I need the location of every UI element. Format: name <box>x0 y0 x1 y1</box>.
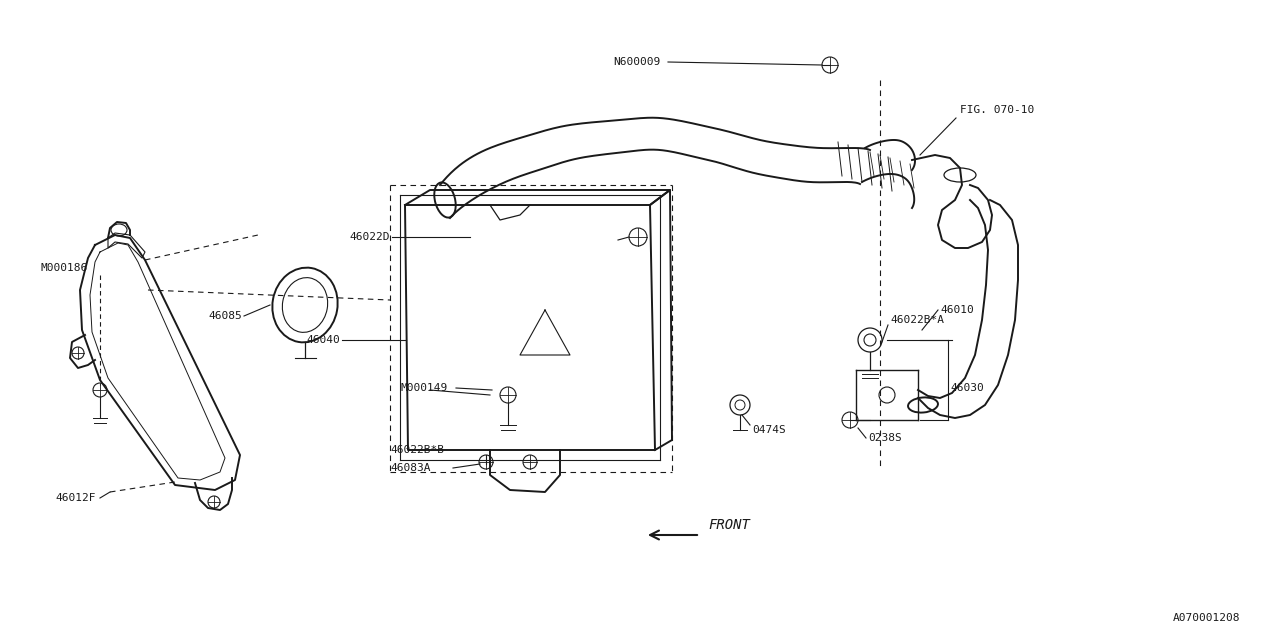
Text: 0474S: 0474S <box>753 425 786 435</box>
Text: 46012F: 46012F <box>55 493 96 503</box>
Text: N600009: N600009 <box>613 57 660 67</box>
Text: M000149: M000149 <box>401 383 447 393</box>
Text: 46022D: 46022D <box>349 232 390 242</box>
Text: 46040: 46040 <box>306 335 340 345</box>
Text: 46083A: 46083A <box>390 463 430 473</box>
Text: 0238S: 0238S <box>868 433 901 443</box>
Text: 46030: 46030 <box>950 383 984 393</box>
Text: 46022B*A: 46022B*A <box>890 315 945 325</box>
Text: M000186: M000186 <box>40 263 87 273</box>
Text: FRONT: FRONT <box>708 518 750 532</box>
Text: 46022B*B: 46022B*B <box>390 445 444 455</box>
Text: FIG. 070-10: FIG. 070-10 <box>960 105 1034 115</box>
Text: A070001208: A070001208 <box>1172 613 1240 623</box>
Text: 46010: 46010 <box>940 305 974 315</box>
Text: 46085: 46085 <box>209 311 242 321</box>
